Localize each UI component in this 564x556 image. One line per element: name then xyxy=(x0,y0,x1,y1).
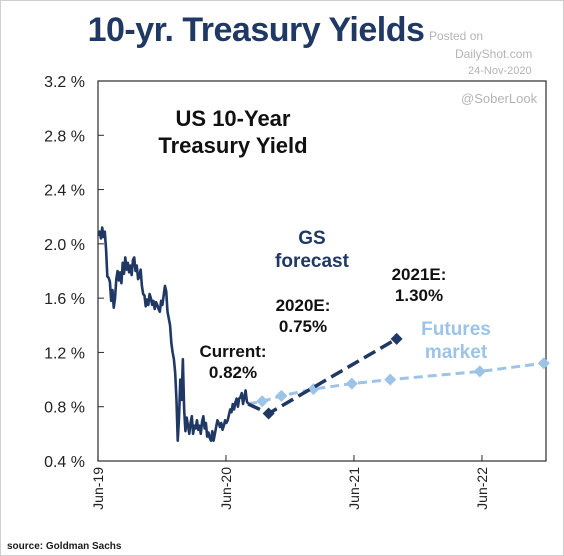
y-axis: 3.2 % 2.8 % 2.4 % 2.0 % 1.6 % 1.2 % 0.8 % 0.4 % xyxy=(44,74,104,471)
annotation-futures-market: market xyxy=(425,342,488,363)
annotation-2020e: 0.75% xyxy=(279,317,327,336)
y-tick-label: 2.4 % xyxy=(44,183,85,200)
gs-forecast-point xyxy=(390,332,403,345)
watermark-handle: @SoberLook xyxy=(461,91,538,106)
annotation-futures-market: Futures xyxy=(421,319,491,340)
watermark-posted: Posted on xyxy=(429,29,484,43)
y-tick-label: 1.2 % xyxy=(44,345,85,362)
y-tick-label: 2.8 % xyxy=(44,128,85,145)
futures-point xyxy=(275,389,288,402)
x-tick-label: Jun-21 xyxy=(346,467,362,510)
annotation-current: Current: xyxy=(199,342,266,361)
watermark-date: 24-Nov-2020 xyxy=(468,65,532,77)
annotation-current: 0.82% xyxy=(209,363,257,382)
y-tick-label: 0.8 % xyxy=(44,400,85,417)
annotation-gs-forecast: GS xyxy=(298,228,325,249)
x-axis: Jun-19 Jun-20 Jun-21 Jun-22 xyxy=(90,455,490,510)
chart-title-line1: US 10-Year xyxy=(176,106,291,131)
annotation-layer: Current: 0.82% 2020E: 0.75% 2021E: 1.30% GSfor… xyxy=(199,228,490,382)
futures-point xyxy=(345,377,358,390)
y-tick-label: 1.6 % xyxy=(44,291,85,308)
annotation-2021e: 2021E: xyxy=(392,265,447,284)
futures-point xyxy=(384,373,397,386)
series-layer xyxy=(97,226,550,442)
gs-forecast-line xyxy=(247,337,398,416)
annotation-2021e: 1.30% xyxy=(395,286,443,305)
history-line xyxy=(97,226,250,442)
futures-point xyxy=(256,395,269,408)
x-tick-label: Jun-22 xyxy=(474,467,490,510)
annotation-2020e: 2020E: xyxy=(276,296,331,315)
y-tick-label: 2.0 % xyxy=(44,237,85,254)
futures-point xyxy=(473,365,486,378)
headline: 10-yr. Treasury Yields xyxy=(87,11,425,49)
plot-frame xyxy=(97,80,547,462)
x-tick-label: Jun-19 xyxy=(90,467,106,510)
watermark-site: DailyShot.com xyxy=(455,47,533,61)
source-note: source: Goldman Sachs xyxy=(7,541,122,552)
futures-point xyxy=(537,357,550,370)
y-tick-label: 0.4 % xyxy=(44,454,85,471)
annotation-gs-forecast: forecast xyxy=(275,251,350,272)
x-tick-label: Jun-20 xyxy=(218,467,234,510)
chart-title-line2: Treasury Yield xyxy=(158,133,307,158)
gs-forecast-point xyxy=(262,407,275,420)
y-tick-label: 3.2 % xyxy=(44,74,85,91)
futures-market-line xyxy=(247,361,545,406)
